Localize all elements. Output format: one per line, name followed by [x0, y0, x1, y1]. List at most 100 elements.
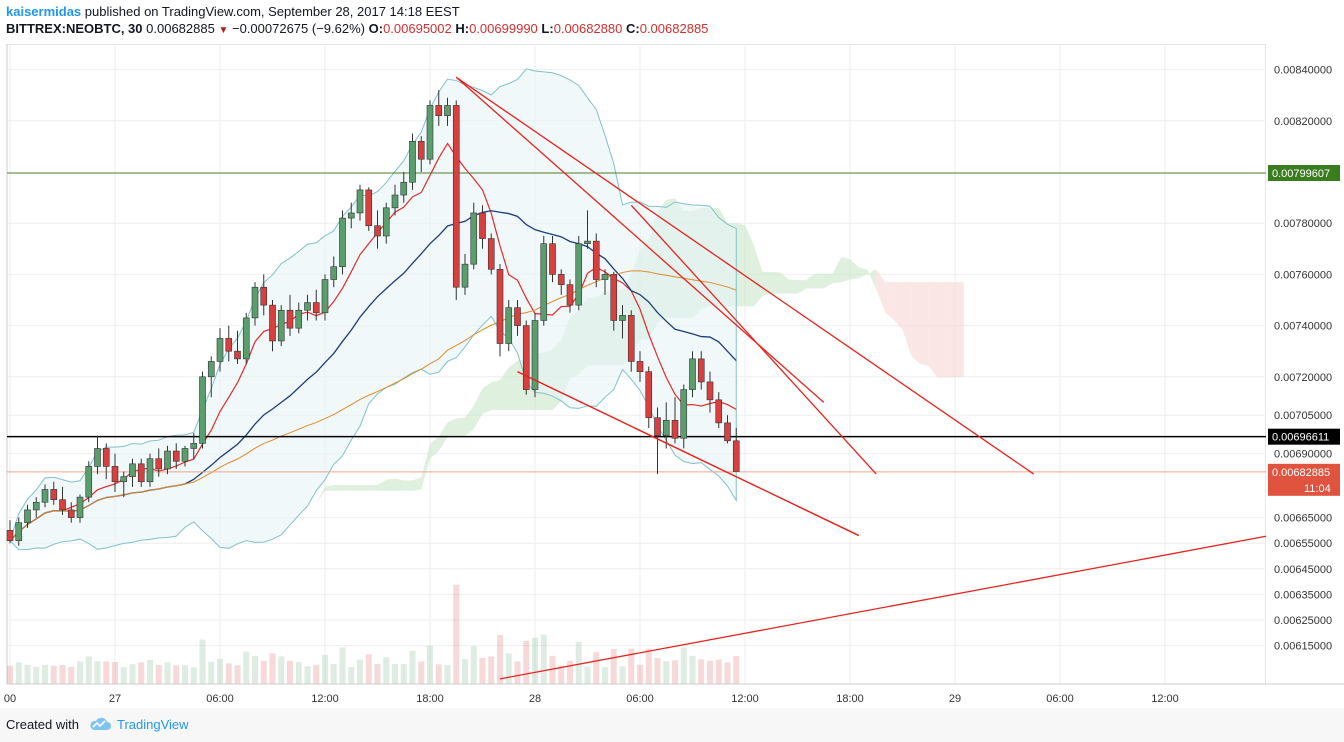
candle[interactable] — [645, 366, 653, 428]
candle[interactable] — [575, 236, 583, 311]
candle[interactable] — [339, 210, 346, 275]
candle[interactable] — [295, 302, 303, 334]
candle[interactable] — [356, 184, 364, 221]
candle[interactable] — [286, 294, 294, 336]
trendline[interactable] — [499, 534, 1271, 680]
candle[interactable] — [662, 402, 670, 449]
candle[interactable] — [680, 384, 688, 449]
candle[interactable] — [225, 325, 233, 362]
candle[interactable] — [697, 351, 705, 390]
candle[interactable] — [610, 271, 618, 331]
candle[interactable] — [470, 202, 478, 270]
candle[interactable] — [505, 300, 513, 352]
candle[interactable] — [304, 294, 311, 321]
candle[interactable] — [102, 443, 110, 480]
candle[interactable] — [636, 351, 644, 382]
candle[interactable] — [94, 435, 101, 475]
trendline[interactable] — [630, 204, 877, 475]
candle[interactable] — [120, 471, 128, 498]
candle[interactable] — [207, 356, 215, 398]
candle[interactable] — [251, 282, 259, 326]
candle[interactable] — [24, 504, 31, 528]
cloud-bullish-segment — [815, 273, 824, 289]
candle[interactable] — [557, 269, 565, 295]
candle[interactable] — [50, 481, 58, 505]
candle[interactable] — [706, 371, 714, 413]
author-link[interactable]: kaisermidas — [6, 4, 82, 19]
candle[interactable] — [522, 320, 530, 395]
candle[interactable] — [85, 461, 93, 503]
candle[interactable] — [59, 486, 66, 516]
candle[interactable] — [129, 458, 136, 487]
candle[interactable] — [461, 253, 469, 295]
candle[interactable] — [67, 502, 75, 523]
cloud-bullish-segment — [745, 225, 754, 307]
candle[interactable] — [627, 310, 635, 372]
candle[interactable] — [312, 289, 320, 321]
candle[interactable] — [549, 236, 556, 283]
candle[interactable] — [374, 210, 381, 249]
price-axis[interactable]: 0.00840000 0.00820000 0.00780000 0.00760000… — [1266, 44, 1344, 684]
candle[interactable] — [382, 202, 390, 244]
candle[interactable] — [76, 494, 84, 523]
price-chart[interactable]: 0.00840000 0.00820000 0.00780000 0.00760000… — [0, 44, 1344, 708]
candle[interactable] — [41, 484, 49, 508]
candle[interactable] — [146, 453, 154, 487]
candle[interactable] — [444, 97, 451, 126]
volume-bar — [348, 667, 355, 684]
candle[interactable] — [566, 279, 574, 313]
candle[interactable] — [15, 517, 23, 546]
candle[interactable] — [715, 392, 723, 428]
candle[interactable] — [409, 133, 416, 190]
candle[interactable] — [242, 312, 250, 364]
time-axis[interactable]: 00 27 06:00 12:00 18:00 28 06:00 12:00 18:00 29 06… — [4, 683, 1344, 705]
candle[interactable] — [487, 233, 495, 275]
candle[interactable] — [417, 136, 425, 172]
cloud-bearish-segment — [920, 282, 929, 366]
candle[interactable] — [347, 202, 355, 229]
candle[interactable] — [137, 458, 145, 487]
candle[interactable] — [689, 351, 696, 398]
candle[interactable] — [269, 300, 276, 352]
candle[interactable] — [531, 312, 539, 398]
candle[interactable] — [496, 264, 504, 357]
candle[interactable] — [181, 445, 189, 467]
candle[interactable] — [654, 407, 661, 475]
candle[interactable] — [601, 269, 609, 295]
candle[interactable] — [732, 428, 740, 472]
candle[interactable] — [400, 172, 408, 203]
candle[interactable] — [172, 443, 180, 469]
candle[interactable] — [216, 328, 224, 372]
candle[interactable] — [584, 210, 591, 249]
candle[interactable] — [164, 445, 171, 475]
trendline[interactable] — [455, 76, 825, 403]
candle[interactable] — [514, 300, 521, 336]
candle[interactable] — [426, 100, 434, 165]
candle[interactable] — [671, 397, 679, 444]
trendline[interactable] — [455, 76, 1035, 475]
candle[interactable] — [190, 433, 198, 459]
candle[interactable] — [155, 448, 163, 477]
candle[interactable] — [365, 187, 373, 231]
candle[interactable] — [619, 305, 626, 339]
candle[interactable] — [321, 274, 329, 321]
candle[interactable] — [592, 233, 600, 288]
candle[interactable] — [724, 415, 731, 444]
tradingview-brand-link[interactable]: TradingView — [117, 717, 189, 732]
candle[interactable] — [277, 305, 285, 347]
candle[interactable] — [6, 520, 14, 544]
candle[interactable] — [260, 274, 268, 316]
candle[interactable] — [479, 205, 486, 249]
volume-bar — [252, 656, 258, 684]
candle[interactable] — [111, 453, 119, 492]
candle[interactable] — [32, 497, 40, 518]
candle[interactable] — [330, 256, 338, 288]
candle[interactable] — [391, 184, 399, 216]
candle[interactable] — [452, 100, 460, 300]
candle[interactable] — [540, 236, 548, 326]
trendline[interactable] — [517, 371, 860, 537]
candle[interactable] — [234, 330, 241, 364]
candle-body — [181, 448, 189, 462]
candle[interactable] — [435, 90, 443, 126]
candle[interactable] — [199, 371, 206, 449]
